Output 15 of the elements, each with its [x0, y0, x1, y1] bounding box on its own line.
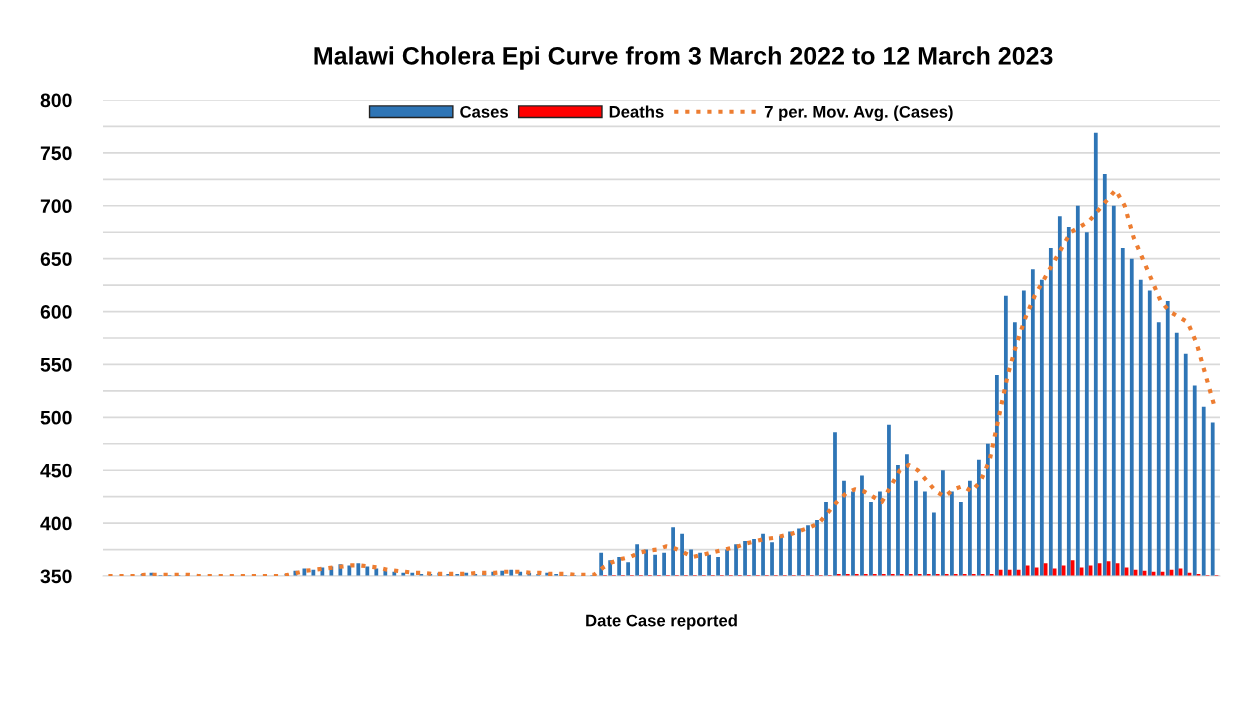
legend-label: Deaths: [609, 105, 664, 118]
legend-label: Cases: [460, 105, 508, 118]
y-tick-label: 450: [40, 463, 72, 478]
x-axis-title: Date Case reported: [586, 614, 737, 630]
y-tick-label: 350: [40, 569, 72, 584]
y-tick-label: 600: [40, 305, 72, 319]
chart-title: Malawi Cholera Epi Curve from 3 March 2022 to 12 March 2023: [314, 46, 1053, 70]
y-tick-label: 400: [40, 516, 72, 531]
y-tick-label: 650: [40, 252, 72, 266]
y-tick-label: 700: [40, 199, 72, 214]
legend-label: 7 per. Mov. Avg. (Cases): [764, 105, 953, 122]
y-tick-label: 500: [40, 410, 72, 425]
y-tick-label: 550: [40, 357, 72, 372]
y-tick-label: 800: [40, 93, 72, 108]
y-tick-label: 750: [40, 146, 72, 161]
